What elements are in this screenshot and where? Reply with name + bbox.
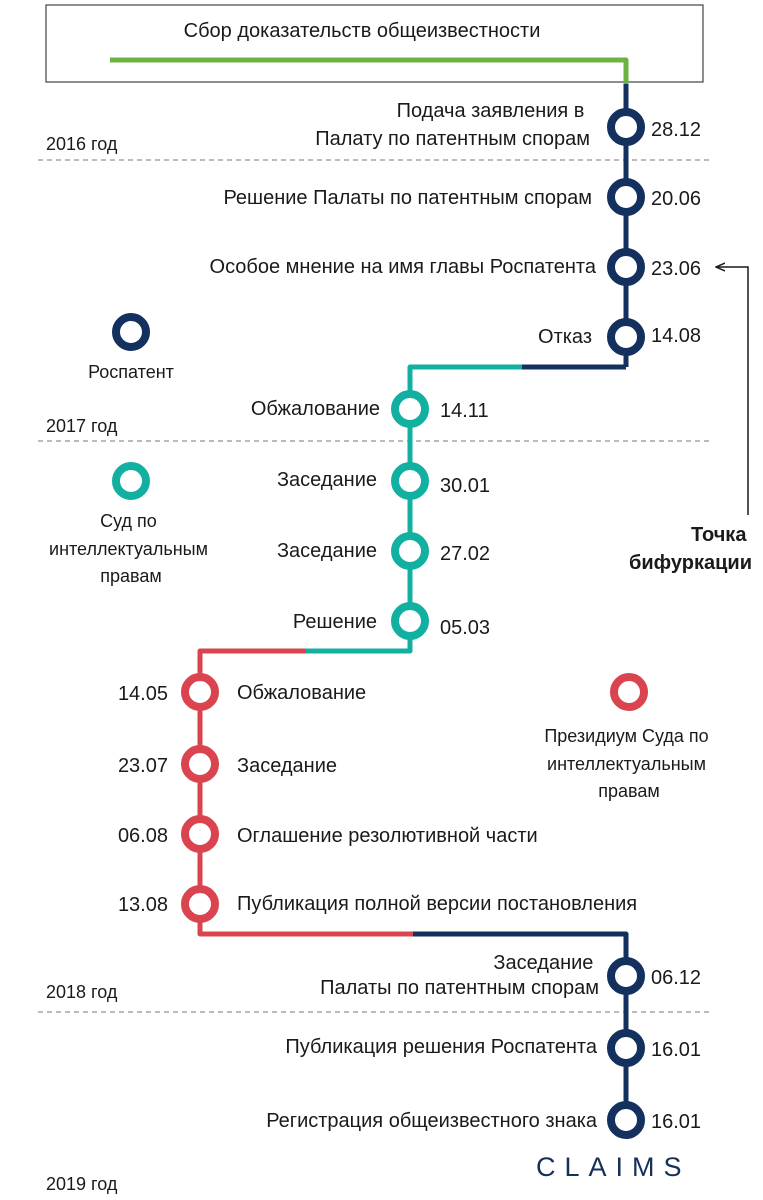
event-label: Публикация полной версии постановления [237, 893, 637, 915]
bifurcation-line: бифуркации [629, 552, 752, 574]
event-ring-icon [607, 318, 645, 356]
event-label: Заседание [277, 540, 377, 562]
event-label-line: Заседание [493, 952, 593, 974]
header-box [45, 4, 704, 83]
event-nodes: Подача заявления в Палату по патентным с… [118, 100, 701, 1139]
event-label-line: Палату по патентным спорам [315, 128, 590, 150]
event-label-line: Палаты по патентным спорам [320, 977, 599, 999]
legend-line: правам [100, 566, 162, 586]
bifurcation-label: Точка бифуркации [629, 524, 752, 574]
event-ring-icon [391, 462, 429, 500]
year-label: 2016 год [46, 134, 118, 154]
brand-logo: CLAIMS [536, 1152, 691, 1182]
event-date: 14.11 [440, 400, 489, 422]
legend-label-ip-court: Суд по интеллектуальным правам [49, 511, 213, 586]
event-label: Регистрация общеизвестного знака [266, 1110, 598, 1132]
event-ring-icon [181, 885, 219, 923]
event-label: Отказ [538, 326, 592, 348]
legend-ring-icon-presidium [610, 673, 648, 711]
event-ring-icon [607, 178, 645, 216]
event-ring-icon [181, 745, 219, 783]
event-date: 06.08 [118, 825, 168, 847]
legend-line: правам [598, 781, 660, 801]
event-ring-icon [607, 1029, 645, 1067]
event-date: 23.06 [651, 258, 701, 280]
event-ring-icon [607, 1101, 645, 1139]
year-label: 2019 год [46, 1174, 118, 1194]
event-label: Подача заявления в Палату по патентным с… [315, 100, 590, 150]
event-date: 23.07 [118, 755, 168, 777]
legend-line: интеллектуальным [547, 754, 706, 774]
bifurcation-line: Точка [691, 524, 747, 546]
legend-label-presidium: Президиум Суда по интеллектуальным права… [544, 726, 713, 801]
event-label-line: Подача заявления в [397, 100, 585, 122]
event-ring-icon [181, 815, 219, 853]
legend-label-rospatent: Роспатент [88, 362, 174, 382]
event-date: 16.01 [651, 1039, 701, 1061]
legend-line: Суд по [100, 511, 157, 531]
year-label: 2018 год [46, 982, 118, 1002]
event-date: 20.06 [651, 188, 701, 210]
year-label: 2017 год [46, 416, 118, 436]
event-date: 14.08 [651, 325, 701, 347]
event-date: 28.12 [651, 119, 701, 141]
event-label: Заседание [277, 469, 377, 491]
legend-line: Роспатент [88, 362, 174, 382]
bifurcation-arrow [717, 267, 749, 515]
legend-line: Президиум Суда по [544, 726, 708, 746]
event-ring-icon [607, 248, 645, 286]
event-ring-icon [607, 957, 645, 995]
event-label: Публикация решения Роспатента [285, 1036, 597, 1058]
event-date: 05.03 [440, 617, 490, 639]
event-ring-icon [607, 108, 645, 146]
track-evidence [110, 57, 629, 84]
year-dividers [38, 159, 712, 1013]
event-label: Заседание Палаты по патентным спорам [320, 952, 599, 999]
event-ring-icon [391, 602, 429, 640]
legend-line: интеллектуальным [49, 539, 208, 559]
event-label: Заседание [237, 755, 337, 777]
event-ring-icon [391, 390, 429, 428]
event-label: Обжалование [237, 682, 366, 704]
event-date: 16.01 [651, 1111, 701, 1133]
track-ip-court [306, 364, 522, 654]
event-label: Особое мнение на имя главы Роспатента [210, 256, 597, 278]
event-label: Решение Палаты по патентным спорам [223, 187, 592, 209]
legend-ring-icon-ip-court [112, 462, 150, 500]
event-date: 14.05 [118, 683, 168, 705]
legend-ring-icon-rospatent [112, 313, 150, 351]
legend: Роспатент Суд по интеллектуальным правам… [49, 313, 713, 801]
event-label: Оглашение резолютивной части [237, 825, 538, 847]
event-label: Обжалование [251, 398, 380, 420]
event-ring-icon [181, 673, 219, 711]
event-date: 06.12 [651, 967, 701, 989]
event-date: 30.01 [440, 475, 490, 497]
header-title: Сбор доказательств общеизвестности [184, 20, 541, 42]
event-label: Решение [293, 611, 377, 633]
track-presidium [197, 648, 413, 937]
event-date: 27.02 [440, 543, 490, 565]
event-date: 13.08 [118, 894, 168, 916]
event-ring-icon [391, 532, 429, 570]
